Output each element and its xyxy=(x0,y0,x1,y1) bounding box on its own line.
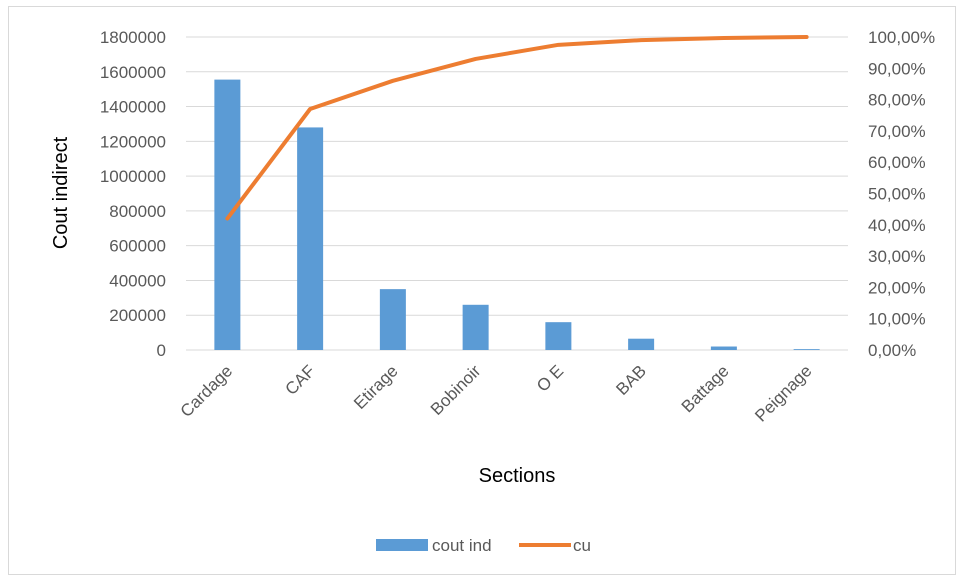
y-tick-label: 1800000 xyxy=(100,28,166,47)
bar-series-cout-ind xyxy=(214,79,820,350)
y-tick-label: 0 xyxy=(157,341,166,360)
y2-tick-label: 60,00% xyxy=(868,153,926,172)
gridlines xyxy=(186,36,848,351)
x-axis-ticks: Cardage CAF Etirage Bobinoir O E BAB Battage Pe… xyxy=(177,361,816,425)
y2-tick-label: 90,00% xyxy=(868,59,926,78)
x-tick-label: Cardage xyxy=(177,361,237,421)
x-tick-label: Bobinoir xyxy=(427,361,485,419)
x-tick-label: Battage xyxy=(678,361,733,416)
y2-tick-label: 40,00% xyxy=(868,216,926,235)
bar-cardage xyxy=(214,79,241,350)
legend: cout ind cu xyxy=(376,536,591,555)
chart-frame xyxy=(8,6,956,575)
y-tick-label: 600000 xyxy=(109,237,166,256)
left-axis-ticks: 0 200000 400000 600000 800000 1000000 1200000 1… xyxy=(100,28,166,360)
bar-o-e xyxy=(545,322,572,350)
bar-caf xyxy=(297,127,324,350)
x-axis-title: Sections xyxy=(479,465,556,487)
legend-swatch-cout-ind xyxy=(376,539,428,551)
y2-tick-label: 0,00% xyxy=(868,341,916,360)
y2-tick-label: 100,00% xyxy=(868,28,935,47)
bar-bobinoir xyxy=(462,304,489,350)
x-tick-label: BAB xyxy=(612,361,649,398)
y2-tick-label: 20,00% xyxy=(868,278,926,297)
y2-tick-label: 10,00% xyxy=(868,310,926,329)
bar-bab xyxy=(628,338,655,350)
bar-peignage xyxy=(793,349,820,350)
y-tick-label: 800000 xyxy=(109,202,166,221)
y-tick-label: 1200000 xyxy=(100,132,166,151)
y-tick-label: 200000 xyxy=(109,306,166,325)
x-tick-label: Peignage xyxy=(751,361,815,425)
y-axis-title: Cout indirect xyxy=(50,136,72,249)
legend-label-cu: cu xyxy=(573,536,591,555)
bar-battage xyxy=(710,346,737,350)
y-tick-label: 1600000 xyxy=(100,63,166,82)
y-tick-label: 1400000 xyxy=(100,98,166,117)
cu-line xyxy=(225,35,809,221)
legend-label-cout-ind: cout ind xyxy=(432,536,492,555)
y-tick-label: 1000000 xyxy=(100,167,166,186)
y2-tick-label: 30,00% xyxy=(868,247,926,266)
line-series-cu xyxy=(225,35,809,221)
y2-tick-label: 70,00% xyxy=(868,122,926,141)
x-tick-label: Etirage xyxy=(350,361,402,413)
y2-tick-label: 50,00% xyxy=(868,185,926,204)
x-tick-label: CAF xyxy=(281,361,318,398)
x-tick-label: O E xyxy=(533,361,567,395)
y-tick-label: 400000 xyxy=(109,271,166,290)
right-axis-ticks: 0,00% 10,00% 20,00% 30,00% 40,00% 50,00% 60,00… xyxy=(868,28,935,360)
bar-etirage xyxy=(379,289,406,350)
y2-tick-label: 80,00% xyxy=(868,91,926,110)
